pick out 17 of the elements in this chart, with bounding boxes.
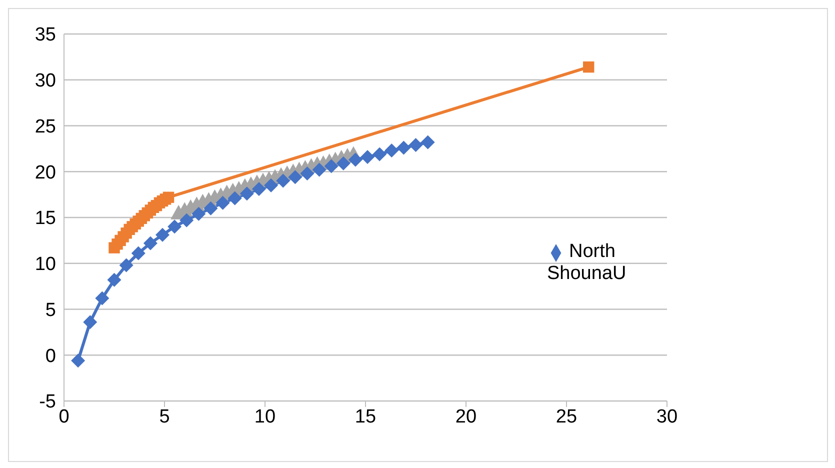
y-tick-label: 0 bbox=[45, 346, 56, 367]
x-tick-label: 25 bbox=[556, 406, 578, 428]
y-tick-label: 25 bbox=[34, 116, 56, 138]
y-tick-label: 10 bbox=[34, 254, 56, 276]
x-tick-label: 0 bbox=[58, 406, 70, 428]
x-tick-label: 30 bbox=[656, 406, 678, 428]
y-tick-label: 15 bbox=[34, 208, 56, 230]
y-tick-label: 35 bbox=[34, 24, 56, 46]
x-tick-label: 20 bbox=[455, 406, 477, 428]
y-tick-label: 30 bbox=[34, 70, 56, 92]
y-tick-label: 5 bbox=[45, 300, 56, 321]
x-tick-label: 15 bbox=[354, 406, 376, 428]
y-tick-label: 20 bbox=[34, 162, 56, 184]
x-tick-label: 10 bbox=[254, 406, 276, 428]
legend-label: North ShounaU bbox=[547, 241, 626, 284]
y-tick-label: -5 bbox=[39, 392, 56, 413]
x-tick-label: 5 bbox=[159, 406, 170, 428]
